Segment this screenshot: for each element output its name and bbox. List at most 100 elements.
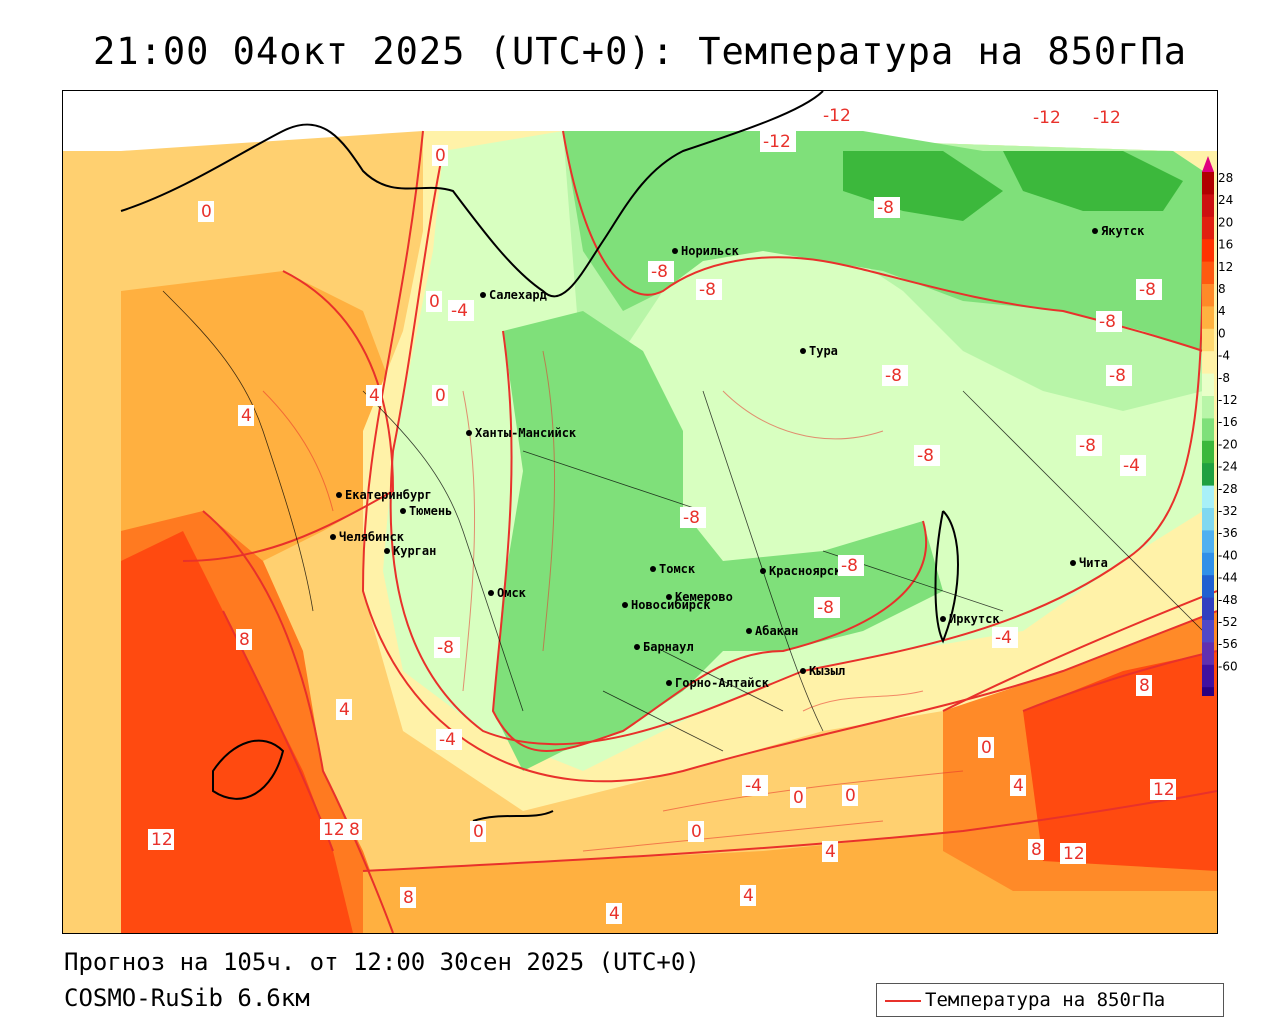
city-label: Норильск xyxy=(681,244,740,258)
colorbar-tick-label: 16 xyxy=(1218,238,1233,252)
contour-value-label: -8 xyxy=(1079,436,1096,456)
map-title: 21:00 04окт 2025 (UTC+0): Температура на… xyxy=(93,30,1187,73)
temperature-colorbar: 28 24 20 16 12 8 4 0 -4 -8 -12 -16 -20 -24 -28 -32 -36 -4… xyxy=(1202,156,1238,696)
city-marker xyxy=(634,644,640,650)
contour-label-bg xyxy=(470,821,486,842)
city-marker xyxy=(480,292,486,298)
contour-label-bg xyxy=(680,507,706,528)
contour-value-label: 4 xyxy=(609,904,620,924)
model-info: COSMO-RuSib 6.6км xyxy=(64,984,310,1012)
contour-label-bg xyxy=(426,291,442,312)
city-label: Тура xyxy=(809,344,838,358)
zone-plus12-west xyxy=(121,531,353,933)
colorbar-segment xyxy=(1202,261,1214,285)
contour-value-label: -12 xyxy=(1033,108,1061,128)
city-marker xyxy=(666,680,672,686)
contour-value-label: -8 xyxy=(1109,366,1126,386)
contour-value-label: -8 xyxy=(1139,280,1156,300)
city-label: Челябинск xyxy=(339,530,405,544)
contour-value-label: 4 xyxy=(339,700,350,720)
city-label: Красноярск xyxy=(769,564,842,578)
contour-label-bg xyxy=(320,819,346,840)
contour-label-bg xyxy=(400,887,416,908)
contour-value-label: 4 xyxy=(369,386,380,406)
contour-value-label: 0 xyxy=(793,788,804,808)
contour-label-bg xyxy=(366,385,382,406)
city-marker xyxy=(336,492,342,498)
city-label: Омск xyxy=(497,586,527,600)
contour-label-bg xyxy=(1076,435,1102,456)
zone-minus16-ne xyxy=(1003,151,1183,211)
contour-value-label: 8 xyxy=(239,630,250,650)
contour-value-label: -8 xyxy=(885,366,902,386)
map-canvas: Норильск Якутск Салехард Тура Ханты-Мансийск… xyxy=(63,91,1217,933)
colorbar-segment xyxy=(1202,664,1214,688)
contour-value-label: 0 xyxy=(473,822,484,842)
city-label: Ханты-Мансийск xyxy=(475,426,577,440)
contour-value-label: -8 xyxy=(651,262,668,282)
contour-value-label: -4 xyxy=(1123,456,1140,476)
colorbar-tick-label: 4 xyxy=(1218,304,1226,318)
city-label: Якутск xyxy=(1101,224,1145,238)
contour-value-label: 8 xyxy=(349,820,360,840)
city-label: Екатеринбург xyxy=(345,488,432,502)
contour-label-bg xyxy=(882,365,908,386)
contour-label-bg xyxy=(432,145,448,166)
city-marker xyxy=(384,548,390,554)
contour-value-label: -8 xyxy=(877,198,894,218)
contour-label-bg xyxy=(1150,779,1176,800)
contour-label-bg xyxy=(1106,365,1132,386)
contour-label-bg xyxy=(436,729,462,750)
colorbar-tick-label: -40 xyxy=(1218,548,1238,562)
colorbar-tick-label: -8 xyxy=(1218,371,1230,385)
colorbar-segment xyxy=(1202,642,1214,666)
colorbar-tick-label: 12 xyxy=(1218,260,1233,274)
city-label: Новосибирск xyxy=(631,598,711,612)
colorbar-tick-label: 24 xyxy=(1218,193,1233,207)
contour-label-bg xyxy=(1120,455,1146,476)
contour-value-label: 12 xyxy=(323,820,345,840)
contour-label-bg xyxy=(1030,107,1066,128)
colorbar-segment xyxy=(1202,485,1214,509)
temperature-map[interactable]: Норильск Якутск Салехард Тура Ханты-Мансийск… xyxy=(62,90,1218,934)
city-marker xyxy=(400,508,406,514)
contour-value-labels: -12 -12 -12 -12 -8 -8 -8 -8 -8 -8 -8 -8 -8 -8 -8 -8 -8 -4… xyxy=(148,105,1176,924)
contour-value-label: -4 xyxy=(995,628,1012,648)
colorbar-tick-label: -52 xyxy=(1218,615,1238,629)
city-label: Курган xyxy=(393,544,436,558)
contour-value-label: 12 xyxy=(1153,780,1175,800)
colorbar-tick-label: 8 xyxy=(1218,282,1226,296)
colorbar-tick-label: 0 xyxy=(1218,326,1226,340)
colorbar-segment xyxy=(1202,418,1214,442)
colorbar-tick-label: -12 xyxy=(1218,393,1238,407)
forecast-info: Прогноз на 105ч. от 12:00 30сен 2025 (UT… xyxy=(64,948,700,976)
colorbar-tick-label: -44 xyxy=(1218,571,1238,585)
colorbar-segment xyxy=(1202,508,1214,531)
contour-label-bg xyxy=(740,885,756,906)
colorbar-top-arrow xyxy=(1202,156,1214,172)
legend-label: Температура на 850гПа xyxy=(925,989,1166,1011)
city-marker xyxy=(650,566,656,572)
colorbar-segment xyxy=(1202,687,1214,696)
city-label: Абакан xyxy=(755,624,798,638)
contour-label-bg xyxy=(688,821,704,842)
contour-label-bg xyxy=(914,445,940,466)
contour-label-bg xyxy=(448,300,474,321)
colorbar-segment xyxy=(1202,172,1214,195)
colorbar-segment xyxy=(1202,575,1214,599)
colorbar-segment xyxy=(1202,620,1214,643)
colorbar-tick-label: -32 xyxy=(1218,504,1238,518)
colorbar-segment xyxy=(1202,216,1214,240)
city-marker xyxy=(800,348,806,354)
contour-value-label: 12 xyxy=(1063,844,1085,864)
colorbar-tick-label: -48 xyxy=(1218,593,1238,607)
contour-value-label: 8 xyxy=(1031,840,1042,860)
contour-label-bg xyxy=(1096,311,1122,332)
contour-value-label: 12 xyxy=(151,830,173,850)
contour-label-bg xyxy=(814,597,840,618)
legend-line-swatch xyxy=(885,1000,921,1002)
city-marker xyxy=(1070,560,1076,566)
colorbar-tick-label: -56 xyxy=(1218,637,1238,651)
contour-label-bg xyxy=(236,629,252,650)
zone-minus8-siberia xyxy=(493,311,943,771)
